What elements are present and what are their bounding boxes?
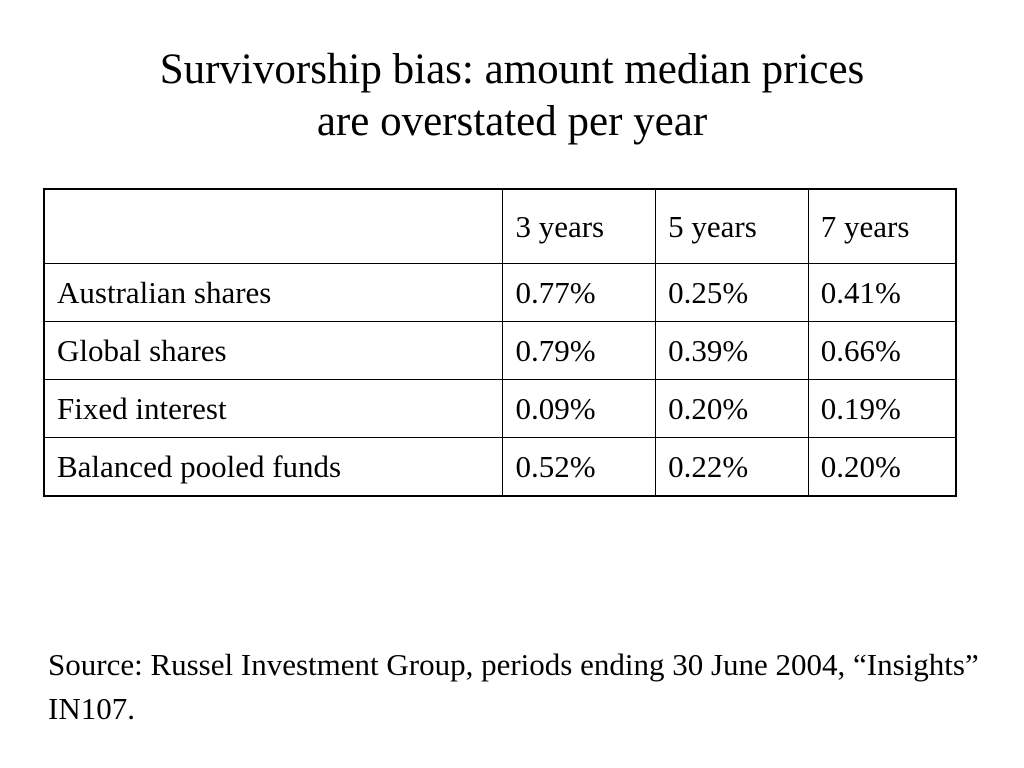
table-cell: 0.77%	[502, 263, 657, 322]
table-cell: 0.79%	[502, 321, 657, 380]
column-header: 3 years	[502, 188, 657, 264]
table-cell: 0.19%	[807, 379, 957, 438]
table-cell: 0.41%	[807, 263, 957, 322]
table-cell: 0.66%	[807, 321, 957, 380]
column-header: 7 years	[807, 188, 957, 264]
table-cell: 0.25%	[655, 263, 809, 322]
column-header: 5 years	[655, 188, 809, 264]
table-cell: 0.39%	[655, 321, 809, 380]
table-cell: 0.52%	[502, 437, 657, 497]
table-header-row: 3 years 5 years 7 years	[43, 188, 957, 264]
table-row: Fixed interest 0.09% 0.20% 0.19%	[43, 379, 957, 438]
table-cell: 0.20%	[807, 437, 957, 497]
table-row: Balanced pooled funds 0.52% 0.22% 0.20%	[43, 437, 957, 497]
table-cell: 0.09%	[502, 379, 657, 438]
row-label: Fixed interest	[43, 379, 504, 438]
slide-title: Survivorship bias: amount median prices …	[0, 44, 1024, 148]
table-cell: 0.20%	[655, 379, 809, 438]
table-corner-cell	[43, 188, 504, 264]
row-label: Balanced pooled funds	[43, 437, 504, 497]
row-label: Global shares	[43, 321, 504, 380]
table-cell: 0.22%	[655, 437, 809, 497]
title-line-1: Survivorship bias: amount median prices	[159, 46, 865, 93]
table-row: Australian shares 0.77% 0.25% 0.41%	[43, 263, 957, 322]
row-label: Australian shares	[43, 263, 504, 322]
table-row: Global shares 0.79% 0.39% 0.66%	[43, 321, 957, 380]
survivorship-bias-table: 3 years 5 years 7 years Australian share…	[43, 188, 957, 497]
title-line-2: are overstated per year	[316, 98, 708, 145]
source-note: Source: Russel Investment Group, periods…	[48, 647, 979, 726]
